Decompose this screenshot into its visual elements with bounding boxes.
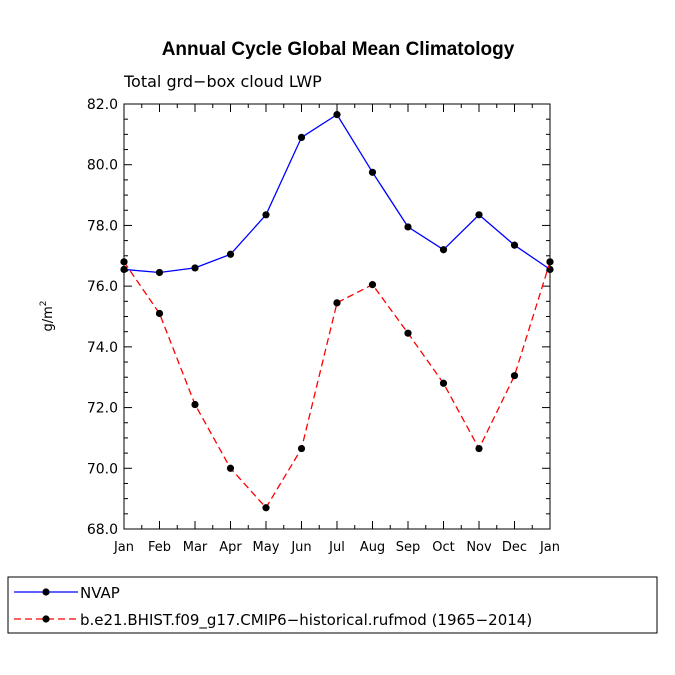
x-tick-label: Jan: [539, 540, 560, 555]
series-2-point: [155, 309, 164, 318]
y-tick-label: 68.0: [87, 522, 118, 538]
x-tick-label: Aug: [360, 540, 385, 555]
y-tick-label: 74.0: [87, 340, 118, 356]
series-2-point: [546, 258, 554, 266]
legend-label-2: b.e21.BHIST.f09_g17.CMIP6−historical.ruf…: [80, 611, 532, 630]
series-2-point: [226, 464, 235, 472]
axis-ticks: [123, 103, 551, 530]
y-axis-label-unit: g/m: [41, 306, 56, 331]
y-tick-label: 80.0: [87, 158, 118, 174]
plot-frame: [123, 103, 551, 530]
x-axis-tick-labels: Jan Feb Mar Apr May Jun Jul Aug Sep Oct Nov Dec Jan: [113, 540, 560, 555]
y-axis-label: g/m2: [39, 300, 56, 331]
y-axis-tick-labels: 68.0 70.0 72.0 74.0 76.0 78.0 80.0 82.0: [87, 97, 118, 538]
series-2-point: [404, 329, 412, 337]
x-tick-label: Feb: [148, 540, 171, 555]
series-2-point: [510, 372, 519, 380]
y-tick-label: 70.0: [87, 461, 118, 477]
x-tick-label: Apr: [219, 540, 242, 555]
series-line-1: [123, 113, 551, 274]
series-1-point: [120, 265, 128, 274]
legend-marker-2: [42, 615, 50, 623]
series-2-point: [333, 299, 341, 307]
series-2-point: [262, 504, 270, 512]
series-1-point: [368, 168, 377, 176]
x-tick-label: May: [253, 540, 280, 555]
y-tick-label: 72.0: [87, 401, 118, 417]
y-axis-label-exponent: 2: [39, 300, 49, 306]
y-tick-label: 76.0: [87, 279, 118, 295]
series-2-point: [368, 281, 377, 289]
series-1-point: [262, 211, 270, 219]
series-2-point: [191, 400, 199, 409]
series-2-point: [475, 444, 483, 453]
legend-box: [7, 576, 658, 634]
series-1-point: [404, 223, 412, 231]
chart-subtitle: Total grd−box cloud LWP: [123, 72, 322, 91]
series-1-point: [546, 265, 554, 274]
y-tick-label: 82.0: [87, 97, 118, 113]
series-1-point: [226, 250, 235, 258]
series-1-point: [439, 246, 448, 254]
x-tick-label: Dec: [502, 540, 527, 555]
x-tick-label: Jul: [328, 540, 345, 555]
x-tick-label: Nov: [466, 540, 492, 555]
series-1-point: [191, 264, 199, 272]
x-tick-label: Mar: [183, 540, 208, 555]
series-1-point: [475, 211, 483, 219]
x-tick-label: Jun: [290, 540, 311, 555]
legend-label-1: NVAP: [80, 584, 120, 602]
series-layer: [120, 111, 554, 512]
y-tick-label: 78.0: [87, 218, 118, 234]
series-1-point: [333, 111, 341, 119]
series-line-2: [123, 261, 551, 509]
legend-marker-1: [42, 588, 50, 596]
x-tick-label: Jan: [113, 540, 134, 555]
series-2-point: [297, 444, 306, 453]
legend: NVAP b.e21.BHIST.f09_g17.CMIP6−historical…: [14, 584, 532, 630]
series-1-point: [155, 268, 164, 277]
series-1-point: [510, 241, 519, 249]
series-1-point: [297, 133, 306, 141]
x-tick-label: Oct: [432, 540, 454, 555]
chart-title: Annual Cycle Global Mean Climatology: [162, 39, 515, 60]
series-2-point: [439, 379, 448, 387]
series-2-point: [120, 258, 128, 266]
x-tick-label: Sep: [396, 540, 421, 555]
